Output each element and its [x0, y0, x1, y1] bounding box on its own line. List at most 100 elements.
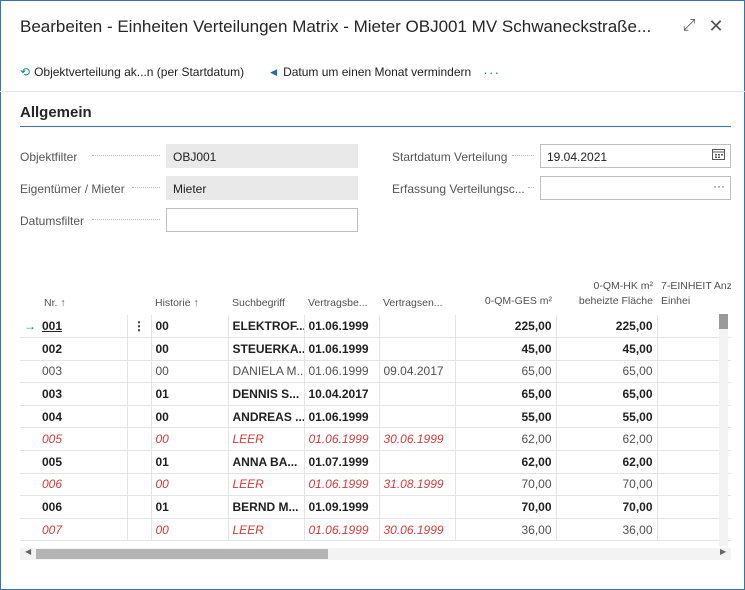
cell-qm-hk[interactable]: 62,00: [556, 450, 658, 474]
cell-suchbegriff[interactable]: BERND M...: [228, 495, 305, 519]
cell-suchbegriff[interactable]: DANIELA M...: [228, 360, 305, 384]
horizontal-scroll-thumb[interactable]: [36, 549, 328, 559]
cell-historie[interactable]: 00: [151, 360, 229, 384]
cell-nr[interactable]: 005: [20, 450, 128, 474]
calendar-icon[interactable]: [712, 148, 725, 163]
cell-qm-ges[interactable]: 36,00: [455, 518, 557, 542]
cell-nr[interactable]: 003: [20, 382, 128, 406]
cell-qm-hk[interactable]: 70,00: [556, 495, 658, 519]
cell-qm-ges[interactable]: 45,00: [455, 337, 557, 361]
cell-row-menu[interactable]: [127, 473, 152, 497]
cell-qm-hk[interactable]: 65,00: [556, 360, 658, 384]
objektverteilung-button[interactable]: ⟲ Objektverteilung ak...n (per Startdatu…: [20, 65, 244, 79]
col-header-qm-hk[interactable]: 0-QM-HK m² beheizte Fläche: [578, 280, 653, 307]
cell-historie[interactable]: 00: [151, 337, 229, 361]
scroll-left-icon[interactable]: ◀: [25, 547, 32, 556]
cell-vertragsende[interactable]: [379, 337, 456, 361]
cell-vertragsbeginn[interactable]: 01.06.1999: [304, 315, 380, 339]
cell-row-menu[interactable]: [127, 337, 152, 361]
col-header-qm-ges[interactable]: 0-QM-GES m²: [484, 295, 552, 307]
cell-historie[interactable]: 00: [151, 405, 229, 429]
cell-row-menu[interactable]: [127, 427, 152, 452]
cell-row-menu[interactable]: [127, 495, 152, 519]
cell-qm-hk[interactable]: 70,00: [556, 473, 658, 497]
cell-qm-ges[interactable]: 70,00: [455, 495, 557, 519]
objektfilter-field[interactable]: OBJ001: [166, 144, 358, 168]
cell-qm-ges[interactable]: 70,00: [455, 473, 557, 497]
cell-historie[interactable]: 01: [151, 382, 229, 406]
cell-vertragsende[interactable]: 30.06.1999: [379, 427, 456, 452]
cell-row-menu[interactable]: [127, 450, 152, 474]
cell-qm-hk[interactable]: 65,00: [556, 382, 658, 406]
cell-einheit[interactable]: [657, 360, 731, 384]
cell-suchbegriff[interactable]: LEER: [228, 427, 305, 452]
cell-einheit[interactable]: [657, 382, 731, 406]
close-icon[interactable]: ✕: [708, 16, 724, 36]
cell-qm-ges[interactable]: 62,00: [455, 450, 557, 474]
table-row[interactable]: 006 01 BERND M... 01.09.1999 70,00 70,00: [20, 495, 731, 519]
cell-nr[interactable]: 005: [20, 427, 128, 452]
cell-vertragsende[interactable]: [379, 450, 456, 474]
cell-qm-ges[interactable]: 225,00: [455, 315, 557, 339]
table-row[interactable]: 005 00 LEER 01.06.1999 30.06.1999 62,00 62,00: [20, 427, 731, 452]
table-row[interactable]: 003 00 DANIELA M... 01.06.1999 09.04.2017 65,…: [20, 360, 731, 384]
cell-vertragsbeginn[interactable]: 01.06.1999: [304, 337, 380, 361]
cell-einheit[interactable]: [657, 495, 731, 519]
cell-vertragsbeginn[interactable]: 01.06.1999: [304, 473, 380, 497]
cell-vertragsende[interactable]: [379, 495, 456, 519]
cell-row-menu[interactable]: [127, 518, 152, 542]
cell-nr[interactable]: 006: [20, 473, 128, 497]
cell-vertragsbeginn[interactable]: 01.06.1999: [304, 427, 380, 452]
cell-suchbegriff[interactable]: ELEKTROF...: [228, 315, 305, 339]
cell-qm-hk[interactable]: 62,00: [556, 427, 658, 452]
cell-einheit[interactable]: [657, 337, 731, 361]
table-row[interactable]: 004 00 ANDREAS ... 01.06.1999 55,00 55,00: [20, 405, 731, 429]
startdatum-input[interactable]: 19.04.2021: [540, 144, 731, 168]
datum-vermindern-button[interactable]: ◀ Datum um einen Monat vermindern: [270, 65, 471, 79]
cell-vertragsende[interactable]: 31.08.1999: [379, 473, 456, 497]
cell-vertragsbeginn[interactable]: 01.09.1999: [304, 495, 380, 519]
table-row[interactable]: 007 00 LEER 01.06.1999 30.06.1999 36,00 36,00: [20, 518, 731, 542]
cell-nr[interactable]: 006: [20, 495, 128, 519]
col-header-vertragsbeginn[interactable]: Vertragsbe...: [308, 297, 368, 309]
vertical-scrollbar[interactable]: [719, 314, 728, 546]
cell-vertragsbeginn[interactable]: 01.06.1999: [304, 518, 380, 542]
cell-suchbegriff[interactable]: LEER: [228, 518, 305, 542]
cell-qm-hk[interactable]: 45,00: [556, 337, 658, 361]
erfassung-lookup-button[interactable]: ···: [713, 179, 725, 193]
cell-vertragsende[interactable]: 30.06.1999: [379, 518, 456, 542]
cell-vertragsende[interactable]: [379, 315, 456, 339]
cell-nr[interactable]: 003: [20, 360, 128, 384]
cell-qm-ges[interactable]: 55,00: [455, 405, 557, 429]
cell-suchbegriff[interactable]: DENNIS S...: [228, 382, 305, 406]
cell-qm-hk[interactable]: 225,00: [556, 315, 658, 339]
eigentuemer-field[interactable]: Mieter: [166, 176, 358, 200]
cell-einheit[interactable]: [657, 427, 731, 452]
cell-einheit[interactable]: [657, 473, 731, 497]
cell-qm-ges[interactable]: 65,00: [455, 382, 557, 406]
cell-suchbegriff[interactable]: STEUERKA...: [228, 337, 305, 361]
col-header-historie[interactable]: Historie ↑: [155, 297, 199, 309]
cell-vertragsbeginn[interactable]: 10.04.2017: [304, 382, 380, 406]
cell-vertragsbeginn[interactable]: 01.07.1999: [304, 450, 380, 474]
cell-nr[interactable]: 002: [20, 337, 128, 361]
cell-qm-hk[interactable]: 55,00: [556, 405, 658, 429]
scroll-right-icon[interactable]: ▶: [720, 547, 727, 556]
col-header-nr[interactable]: Nr. ↑: [44, 297, 66, 309]
cell-historie[interactable]: 00: [151, 427, 229, 452]
cell-row-menu[interactable]: [127, 360, 152, 384]
expand-icon[interactable]: ⤢: [682, 17, 696, 34]
cell-suchbegriff[interactable]: ANDREAS ...: [228, 405, 305, 429]
cell-qm-hk[interactable]: 36,00: [556, 518, 658, 542]
more-actions-button[interactable]: ···: [483, 64, 501, 80]
cell-einheit[interactable]: [657, 450, 731, 474]
cell-nr[interactable]: → 001: [20, 315, 128, 339]
cell-historie[interactable]: 00: [151, 518, 229, 542]
cell-vertragsbeginn[interactable]: 01.06.1999: [304, 405, 380, 429]
cell-nr-link[interactable]: 001: [42, 319, 63, 334]
cell-einheit[interactable]: [657, 518, 731, 542]
cell-nr[interactable]: 007: [20, 518, 128, 542]
cell-historie[interactable]: 00: [151, 473, 229, 497]
cell-historie[interactable]: 01: [151, 450, 229, 474]
erfassung-input[interactable]: ···: [540, 176, 731, 200]
